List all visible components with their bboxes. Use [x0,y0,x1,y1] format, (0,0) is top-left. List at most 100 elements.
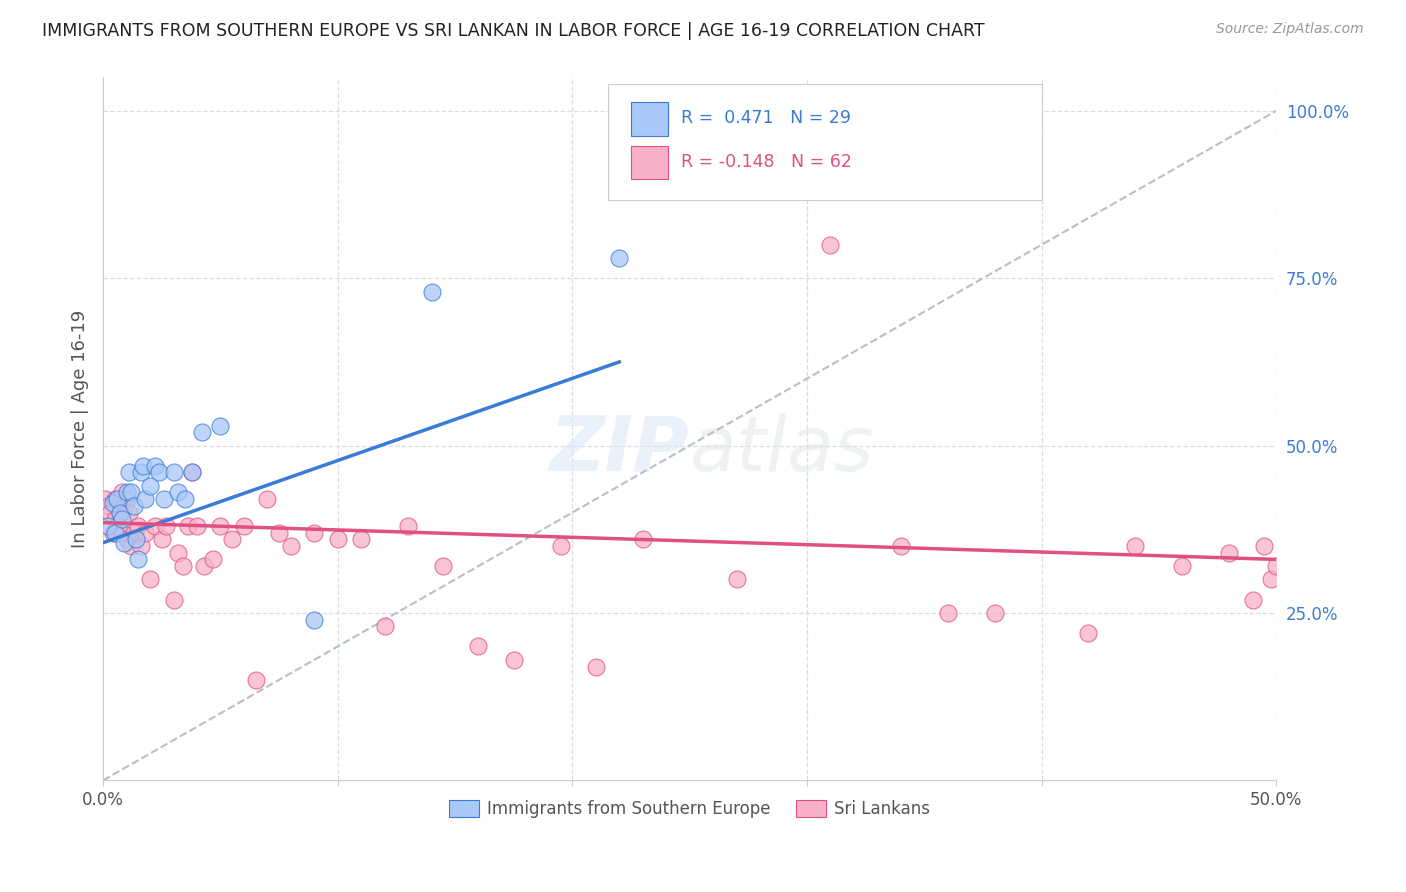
Point [1241,592,1264,607]
Point [134,525,156,540]
Point [129,539,152,553]
Point [115,533,138,547]
Point [221,533,243,547]
Point [162,466,184,480]
Point [256,492,278,507]
Point [167,546,190,560]
Point [108,506,131,520]
Point [1260,573,1282,587]
Point [420,285,443,299]
Point [94,492,117,507]
Text: Source: ZipAtlas.com: Source: ZipAtlas.com [1216,22,1364,37]
Point [631,533,654,547]
Point [1265,559,1288,574]
Point [1218,546,1240,560]
Point [97,519,120,533]
Point [550,539,572,553]
Text: R = -0.148   N = 62: R = -0.148 N = 62 [682,153,852,170]
Point [153,492,176,507]
Point [104,512,127,526]
Point [172,559,194,574]
Point [190,425,212,440]
Point [725,573,748,587]
Point [101,495,124,509]
Point [111,525,134,540]
Point [181,466,204,480]
Point [115,492,138,507]
Point [122,525,145,540]
Point [267,525,290,540]
Point [125,533,148,547]
Point [104,492,127,507]
Point [167,485,190,500]
Legend: Immigrants from Southern Europe, Sri Lankans: Immigrants from Southern Europe, Sri Lan… [443,793,936,825]
Point [467,640,489,654]
Point [1171,559,1194,574]
Point [374,619,396,633]
Point [350,533,373,547]
Point [120,485,142,500]
Point [101,525,124,540]
Point [143,519,166,533]
Point [820,237,842,252]
Y-axis label: In Labor Force | Age 16-19: In Labor Force | Age 16-19 [72,310,89,548]
Point [132,458,155,473]
Point [120,539,142,553]
Point [134,492,156,507]
Point [97,499,120,513]
FancyBboxPatch shape [631,145,668,179]
Text: R =  0.471   N = 29: R = 0.471 N = 29 [682,109,852,127]
Point [105,519,128,533]
Point [98,506,121,520]
Point [209,418,232,433]
Point [186,519,208,533]
Point [122,499,145,513]
Point [129,466,152,480]
Point [139,573,162,587]
Point [983,606,1005,620]
Point [193,559,215,574]
Point [115,485,138,500]
Text: atlas: atlas [689,413,875,487]
Point [174,492,197,507]
Point [304,613,326,627]
Point [148,466,170,480]
Text: ZIP: ZIP [550,413,689,487]
Point [181,466,204,480]
Point [104,525,127,540]
Point [1253,539,1275,553]
Point [127,552,149,566]
Point [155,519,177,533]
Point [150,533,173,547]
Point [209,519,232,533]
Point [245,673,267,687]
Point [936,606,959,620]
Point [112,499,135,513]
Point [607,251,630,265]
Point [890,539,912,553]
Point [127,519,149,533]
Point [585,659,607,673]
Point [1077,626,1099,640]
Point [202,552,225,566]
Point [143,458,166,473]
Point [118,466,141,480]
FancyBboxPatch shape [631,102,668,136]
Point [232,519,254,533]
FancyBboxPatch shape [607,85,1042,201]
Point [326,533,349,547]
Point [304,525,326,540]
Point [280,539,302,553]
Text: IMMIGRANTS FROM SOUTHERN EUROPE VS SRI LANKAN IN LABOR FORCE | AGE 16-19 CORRELA: IMMIGRANTS FROM SOUTHERN EUROPE VS SRI L… [42,22,984,40]
Point [139,479,162,493]
Point [108,506,131,520]
Point [111,485,134,500]
Point [176,519,198,533]
Point [396,519,419,533]
Point [1123,539,1146,553]
Point [432,559,454,574]
Point [112,535,135,549]
Point [105,492,128,507]
Point [162,592,184,607]
Point [111,512,134,526]
